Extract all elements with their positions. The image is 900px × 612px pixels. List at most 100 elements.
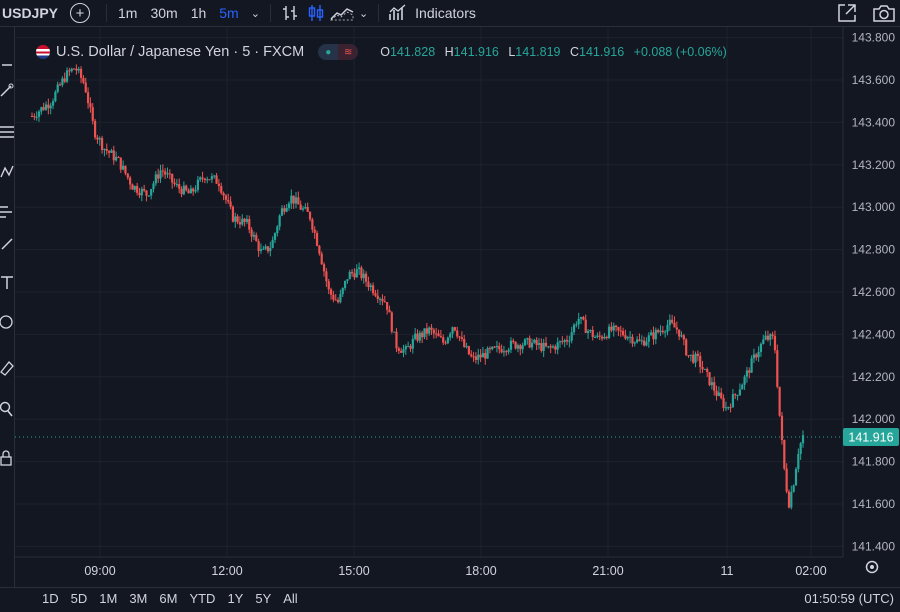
timeframe-5m[interactable]: 5m <box>219 5 239 21</box>
candle-body <box>766 335 770 340</box>
candle-body <box>570 332 573 341</box>
candle-body <box>264 246 267 249</box>
candle-body <box>453 327 456 331</box>
price-axis[interactable]: 143.800 143.600 143.400 143.200 143.000 142.8… <box>852 31 896 554</box>
candle-body <box>547 346 550 348</box>
candle-body <box>678 329 681 337</box>
range-6m[interactable]: 6M <box>159 591 178 606</box>
lock-icon[interactable] <box>0 450 14 466</box>
candle-body <box>157 174 160 179</box>
candle-body <box>472 356 475 358</box>
candle-body <box>68 70 71 72</box>
candle-body <box>731 394 735 408</box>
area-style-icon[interactable] <box>329 2 355 24</box>
candle-body <box>206 179 209 181</box>
candle-body <box>633 342 636 344</box>
range-5d[interactable]: 5D <box>70 591 88 606</box>
zoom-icon[interactable] <box>0 401 14 417</box>
timeframe-30m[interactable]: 30m <box>150 5 178 21</box>
candle-body <box>787 491 791 508</box>
fullscreen-icon[interactable] <box>836 2 858 29</box>
range-5y[interactable]: 5Y <box>255 591 272 606</box>
candle-body <box>421 332 424 338</box>
candle-body <box>164 171 167 175</box>
candle-body <box>605 336 608 338</box>
candle-body <box>241 218 244 225</box>
ruler-icon[interactable] <box>0 360 14 376</box>
candle-body <box>189 188 192 194</box>
candle-body <box>526 338 529 340</box>
candle-style-icon[interactable] <box>303 2 329 24</box>
time-axis[interactable]: 09:00 12:00 15:00 18:00 21:00 11 02:00 <box>84 564 826 578</box>
indicators-icon[interactable] <box>385 2 411 24</box>
candle-body <box>129 177 132 185</box>
price-chart[interactable]: 143.800 143.600 143.400 143.200 143.000 142.8… <box>0 27 900 587</box>
candle-body <box>738 389 742 396</box>
candle-body <box>593 336 597 338</box>
candle-body <box>178 184 181 189</box>
timeframe-1h[interactable]: 1h <box>190 5 207 21</box>
candle-body <box>320 253 323 265</box>
candle-body <box>544 342 548 347</box>
time-tick-label: 12:00 <box>211 564 242 578</box>
plus-circle-icon[interactable]: + <box>70 3 90 23</box>
symbol-search[interactable]: USDJPY <box>2 5 59 21</box>
range-1m[interactable]: 1M <box>99 591 118 606</box>
timeframe-1m[interactable]: 1m <box>118 5 138 21</box>
instrument-title[interactable]: U.S. Dollar / Japanese Yen · 5 · FXCM <box>56 44 305 60</box>
range-1d[interactable]: 1D <box>42 591 59 606</box>
fib-icon[interactable] <box>0 124 14 140</box>
candle-body <box>411 338 414 349</box>
candle-body <box>313 229 316 233</box>
chevron-down-icon[interactable]: ⌄ <box>250 7 260 20</box>
candle-body <box>409 346 412 349</box>
cursor-icon[interactable] <box>0 53 14 69</box>
camera-icon[interactable] <box>872 2 896 29</box>
candle-body <box>199 177 202 180</box>
settings-icon[interactable] <box>865 560 879 574</box>
candle-body <box>596 335 599 337</box>
candle-body <box>346 279 349 281</box>
candle-body <box>551 346 555 348</box>
indicators-button[interactable]: Indicators <box>415 5 476 21</box>
us-flag-icon <box>36 45 50 59</box>
trendline-icon[interactable] <box>0 82 14 98</box>
candle-body <box>743 376 746 385</box>
candle-body <box>390 312 393 332</box>
brush-icon[interactable] <box>0 235 14 251</box>
candle-body <box>757 351 760 358</box>
text-icon[interactable] <box>0 274 14 290</box>
candle-body <box>703 368 706 370</box>
forecast-icon[interactable] <box>0 203 14 219</box>
candle-body <box>430 327 433 330</box>
candle-body <box>105 148 108 151</box>
candle-body <box>306 207 309 212</box>
candle-body <box>549 346 552 348</box>
candle-body <box>269 247 272 252</box>
candle-body <box>136 186 139 193</box>
candle-body <box>72 68 76 70</box>
price-tick-label: 143.200 <box>852 158 896 172</box>
chevron-down-icon[interactable]: ⌄ <box>358 7 369 20</box>
market-status-pill[interactable]: ● ≋ <box>318 44 359 60</box>
emoji-icon[interactable] <box>0 314 14 330</box>
pattern-icon[interactable] <box>0 163 14 179</box>
range-ytd[interactable]: YTD <box>189 591 216 606</box>
candle-body <box>745 370 749 377</box>
divider <box>269 4 271 22</box>
candle-body <box>278 215 281 227</box>
clock-time[interactable]: 01:50:59 (UTC) <box>804 591 894 606</box>
candle-body <box>322 264 326 272</box>
range-3m[interactable]: 3M <box>129 591 148 606</box>
candle-body <box>437 333 440 337</box>
candle-body <box>794 469 798 486</box>
range-all[interactable]: All <box>283 591 298 606</box>
candle-body <box>785 468 788 492</box>
price-tick-label: 142.600 <box>852 285 896 299</box>
candle-body <box>126 173 129 178</box>
candle-body <box>245 219 249 222</box>
bar-style-icon[interactable] <box>277 2 303 24</box>
range-1y[interactable]: 1Y <box>227 591 244 606</box>
candle-body <box>357 267 361 270</box>
candle-body <box>119 157 122 170</box>
